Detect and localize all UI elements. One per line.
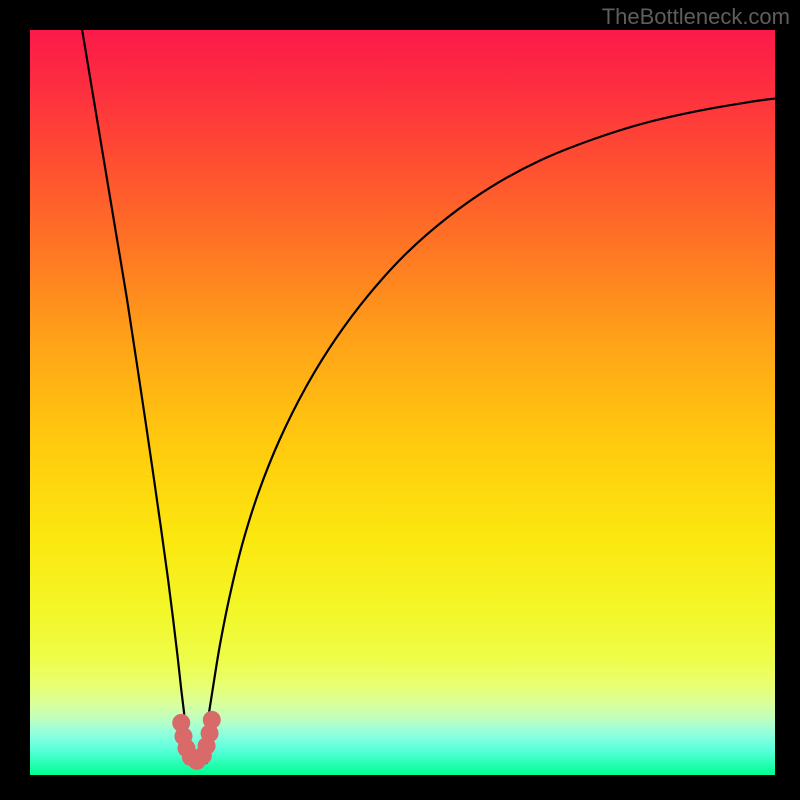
plot-svg bbox=[30, 30, 775, 775]
plot-area bbox=[30, 30, 775, 775]
chart-container: TheBottleneck.com bbox=[0, 0, 800, 800]
watermark-text: TheBottleneck.com bbox=[602, 4, 790, 30]
marker-dot bbox=[203, 711, 221, 729]
